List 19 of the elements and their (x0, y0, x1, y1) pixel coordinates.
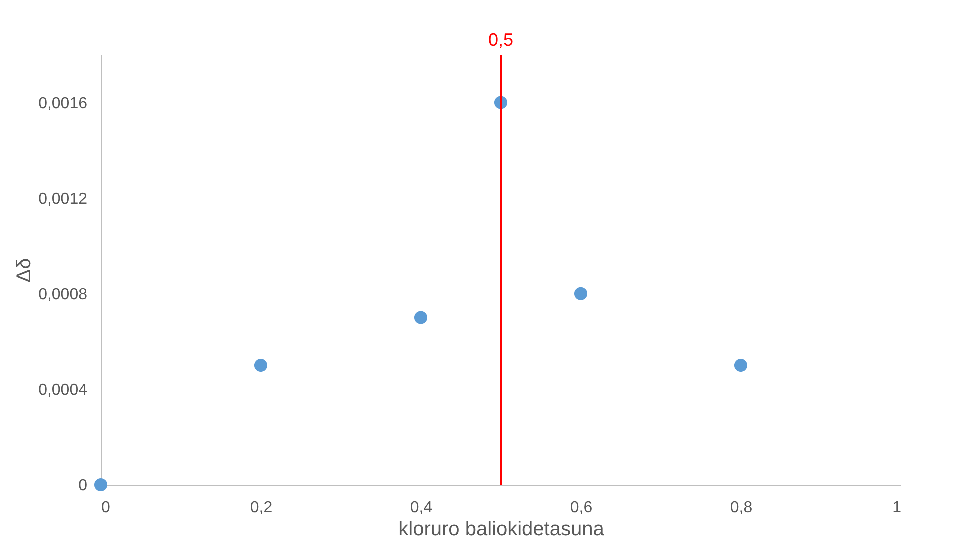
x-tick-label: 0,4 (410, 500, 433, 516)
x-tick-label: 0,8 (730, 500, 753, 516)
y-tick-label: 0 (78, 478, 88, 494)
point (734, 359, 748, 372)
y-tick-label: 0,0016 (38, 95, 88, 112)
point (254, 359, 268, 372)
y-axis-title: Δδ (14, 258, 36, 283)
point (414, 311, 428, 324)
y-tick-label: 0,0004 (38, 382, 88, 399)
x-tick-label: 0,6 (570, 500, 593, 516)
x-tick-label: 1 (892, 500, 902, 516)
y-tick-label: 0,0008 (38, 286, 88, 304)
x-axis-title: kloruro baliokidetasuna (398, 518, 606, 540)
point (94, 478, 108, 492)
x-tick-label: 0 (102, 500, 110, 516)
x-tick-label: 0,2 (250, 500, 273, 516)
ref-line-label: 0,5 (488, 30, 514, 50)
point (574, 287, 588, 300)
y-tick-label: 0,0012 (38, 190, 88, 208)
